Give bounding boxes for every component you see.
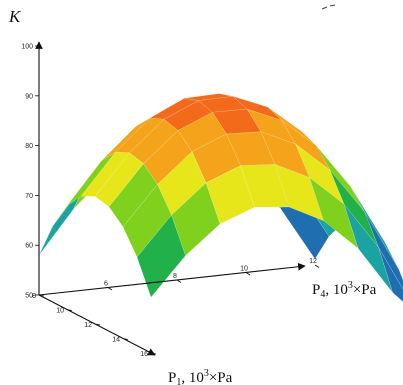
- y-tick-label: 16: [140, 351, 148, 358]
- surface-mesh: [38, 93, 403, 303]
- x-axis-title-middle: , 10: [325, 282, 348, 298]
- surface-patch: [378, 247, 403, 303]
- x-axis-line: [38, 262, 306, 296]
- y-tick-label: 8: [32, 293, 36, 300]
- z-tick-label: 80: [25, 143, 33, 150]
- x-tick-label: 6: [104, 281, 108, 288]
- y-axis-title-prefix: P: [168, 370, 176, 385]
- z-axis-title: K: [8, 7, 22, 26]
- y-tick-mark: [150, 352, 157, 355]
- y-axis-title-unit: ×Pa: [209, 370, 233, 385]
- surface-patch: [309, 176, 359, 250]
- top-right-mark: [321, 4, 336, 10]
- x-tick-label: 10: [240, 266, 248, 273]
- y-axis-title-middle: , 10: [181, 370, 204, 385]
- y-axis-title: P1, 103×Pa: [168, 368, 233, 385]
- x-tick-label: 12: [309, 258, 317, 265]
- y-tick-label: 12: [84, 322, 92, 329]
- y-tick-mark: [94, 323, 101, 326]
- axis-ticks: 50 60 70 80 90 100 6 8 10 12 8 10 12 14 16: [21, 44, 320, 358]
- z-tick-label: 100: [21, 44, 33, 51]
- surface-patch: [343, 204, 393, 293]
- z-tick-label: 90: [25, 93, 33, 100]
- y-tick-mark: [66, 309, 73, 311]
- surface-patch: [274, 163, 324, 222]
- x-tick-mark: [245, 272, 251, 276]
- x-axis-title-prefix: P: [312, 282, 320, 298]
- y-tick-label: 10: [56, 308, 64, 315]
- x-axis-title-unit: ×Pa: [353, 282, 377, 298]
- y-tick-label: 14: [112, 337, 120, 344]
- surface-patch: [364, 211, 403, 290]
- y-axis-title-subscript: 1: [176, 377, 181, 385]
- x-tick-mark: [314, 264, 320, 268]
- z-tick-label: 50: [25, 293, 33, 300]
- y-axis-title-superscript: 3: [204, 368, 209, 379]
- x-axis-title-superscript: 3: [348, 280, 353, 291]
- x-tick-label: 8: [173, 273, 177, 280]
- x-tick-mark: [176, 279, 182, 283]
- x-axis-title-subscript: 4: [320, 289, 325, 300]
- z-tick-label: 70: [25, 193, 33, 200]
- y-tick-mark: [38, 294, 45, 297]
- x-tick-mark: [107, 287, 113, 291]
- z-tick-label: 60: [25, 243, 33, 250]
- x-axis-title: P4, 103×Pa: [312, 280, 377, 300]
- y-tick-mark: [122, 338, 129, 340]
- y-axis-line: [38, 294, 156, 356]
